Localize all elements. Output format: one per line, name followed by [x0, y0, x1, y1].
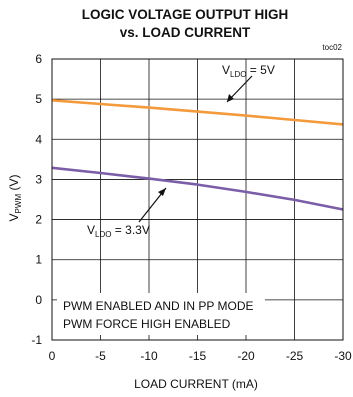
x-tick-label: -25 — [286, 349, 304, 363]
y-tick-label: 6 — [35, 52, 42, 66]
series-2-label-value: = 3.3V — [111, 223, 149, 237]
x-tick-label: 0 — [49, 349, 56, 363]
y-axis-label-unit: (V) — [7, 175, 21, 194]
series-1-label: VLDO = 5V — [222, 63, 275, 79]
series-2-label-arrowhead — [158, 188, 166, 196]
annotation-background — [57, 293, 265, 335]
figure-tag: toc02 — [322, 43, 342, 52]
series-1-label-main: V — [222, 63, 230, 77]
y-axis-label: VPWM (V) — [7, 175, 23, 222]
x-tick-label: -5 — [95, 349, 106, 363]
y-tick-label: 4 — [35, 132, 42, 146]
series-2-label-sub: LDO — [95, 230, 111, 239]
x-tick-label: -15 — [189, 349, 207, 363]
y-tick-label: 5 — [35, 92, 42, 106]
series-group — [51, 99, 344, 211]
x-tick-label: -30 — [334, 349, 352, 363]
annotation-line-2: PWM FORCE HIGH ENABLED — [63, 317, 231, 331]
series-line-1 — [51, 99, 344, 126]
x-tick-label: -20 — [237, 349, 255, 363]
y-tick-label: 2 — [35, 213, 42, 227]
y-axis-label-main: V — [7, 213, 21, 221]
y-axis-label-sub: PWM — [14, 194, 23, 214]
series-line-2 — [51, 166, 344, 211]
chart-title-line-2: vs. LOAD CURRENT — [120, 25, 251, 40]
series-1-label-arrowhead — [227, 94, 234, 102]
plot-frame — [51, 58, 344, 341]
series-2-label: VLDO = 3.3V — [87, 223, 150, 239]
y-tick-label: 0 — [35, 293, 42, 307]
y-tick-label: 1 — [35, 253, 42, 267]
y-tick-label: -1 — [31, 333, 42, 347]
series-1-label-value: = 5V — [246, 63, 274, 77]
x-tick-labels: 0 -5 -10 -15 -20 -25 -30 — [49, 349, 352, 363]
annotation-line-1: PWM ENABLED AND IN PP MODE — [63, 299, 253, 313]
x-tick-label: -10 — [140, 349, 158, 363]
y-tick-label: 3 — [35, 172, 42, 186]
x-axis-label: LOAD CURRENT (mA) — [134, 377, 258, 391]
chart-title-line-1: LOGIC VOLTAGE OUTPUT HIGH — [82, 7, 289, 22]
y-tick-labels: -1 0 1 2 3 4 5 6 — [31, 52, 42, 347]
series-2-label-main: V — [87, 223, 95, 237]
series-1-label-sub: LDO — [230, 70, 246, 79]
